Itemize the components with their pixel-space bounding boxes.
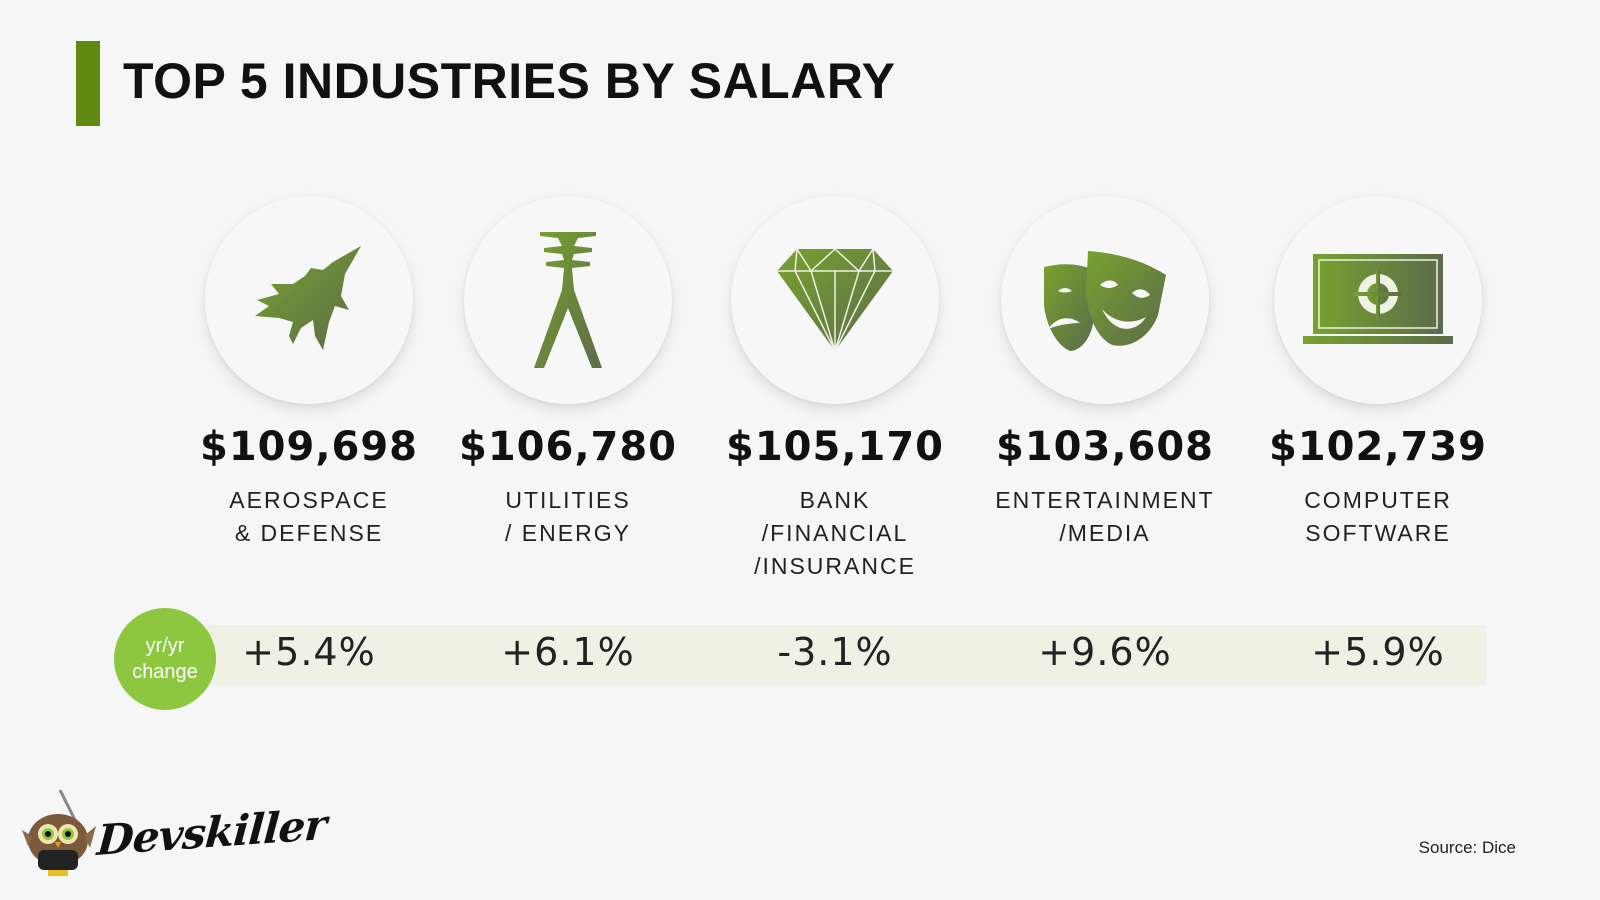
theater-masks-icon	[1044, 251, 1166, 351]
salary-value: $105,170	[725, 424, 945, 470]
power-pylon-icon	[534, 232, 602, 368]
industry-name-line: /FINANCIAL	[761, 520, 909, 546]
industry-name-line: SOFTWARE	[1305, 520, 1451, 546]
industry-card-bank: $105,170 BANK /FINANCIAL /INSURANCE	[705, 196, 965, 583]
industry-name-line: BANK	[799, 487, 871, 513]
industry-card-software: $102,739 COMPUTER SOFTWARE	[1248, 196, 1508, 550]
industry-name: BANK /FINANCIAL /INSURANCE	[705, 484, 965, 583]
icon-circle	[1274, 196, 1482, 404]
industry-name: COMPUTER SOFTWARE	[1248, 484, 1508, 550]
industry-name: UTILITIES / ENERGY	[438, 484, 698, 550]
change-value-entertainment: +9.6%	[1038, 630, 1172, 674]
icon-circle	[731, 196, 939, 404]
badge-line: yr/yr	[145, 635, 185, 657]
diamond-icon	[777, 247, 893, 354]
industry-name-line: & DEFENSE	[234, 520, 384, 546]
salary-value: $106,780	[458, 424, 678, 470]
industry-name-line: /INSURANCE	[754, 553, 916, 579]
source-note: Source: Dice	[1418, 838, 1516, 857]
industry-card-utilities: $106,780 UTILITIES / ENERGY	[438, 196, 698, 550]
icon-circle	[205, 196, 413, 404]
salary-value: $102,739	[1268, 424, 1488, 470]
change-value-aerospace: +5.4%	[242, 630, 376, 674]
industry-name-line: ENTERTAINMENT	[995, 487, 1215, 513]
icon-circle	[1001, 196, 1209, 404]
change-strip	[205, 625, 1486, 686]
yr-change-badge: yr/yr change	[114, 608, 216, 710]
industry-name: ENTERTAINMENT /MEDIA	[975, 484, 1235, 550]
salary-value: $103,608	[995, 424, 1215, 470]
fighter-jet-icon	[255, 246, 361, 350]
industry-card-aerospace: $109,698 AEROSPACE & DEFENSE	[179, 196, 439, 550]
industry-name-line: COMPUTER	[1304, 487, 1452, 513]
change-value-software: +5.9%	[1311, 630, 1445, 674]
change-value-utilities: +6.1%	[501, 630, 635, 674]
industry-name-line: AEROSPACE	[229, 487, 389, 513]
industry-name-line: UTILITIES	[505, 487, 631, 513]
industry-card-entertainment: $103,608 ENTERTAINMENT /MEDIA	[975, 196, 1235, 550]
laptop-icon	[1303, 254, 1453, 344]
industry-name-line: / ENERGY	[505, 520, 631, 546]
industry-name: AEROSPACE & DEFENSE	[179, 484, 439, 550]
owl-mascot-icon	[22, 790, 96, 876]
badge-line: change	[132, 661, 198, 683]
page-title: TOP 5 INDUSTRIES BY SALARY	[123, 53, 896, 109]
change-value-bank: -3.1%	[777, 630, 893, 674]
title-accent-bar	[76, 41, 100, 126]
brand-logo-text: Devskiller	[95, 800, 328, 865]
industry-name-line: /MEDIA	[1059, 520, 1151, 546]
salary-value: $109,698	[199, 424, 419, 470]
icon-circle	[464, 196, 672, 404]
